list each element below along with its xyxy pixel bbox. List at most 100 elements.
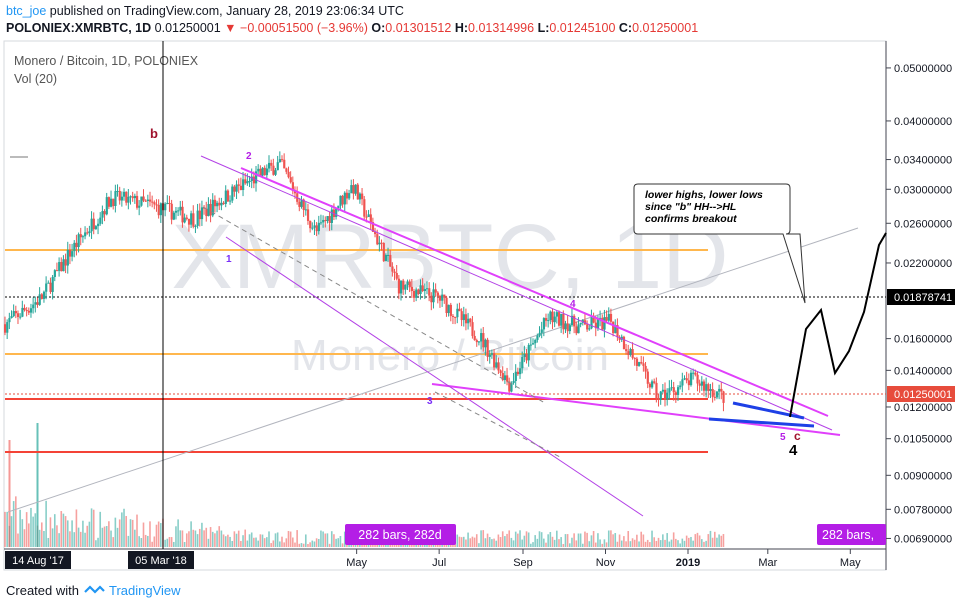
volume-bar (636, 534, 638, 547)
volume-bar (201, 522, 203, 547)
volume-bar (614, 533, 617, 547)
volume-bar (134, 529, 136, 547)
volume-bar (549, 531, 552, 547)
dashed-lower-channel[interactable] (434, 391, 561, 458)
channel-top-parallel[interactable] (200, 155, 833, 431)
candle-body (306, 209, 310, 221)
low-value: 0.01245100 (549, 21, 616, 35)
candle-body (378, 242, 381, 245)
volume-bar (183, 542, 186, 547)
candle-body (179, 206, 182, 211)
candle-body (464, 314, 468, 324)
volume-bar (97, 537, 99, 547)
candle-body (23, 307, 26, 310)
candle-body (14, 311, 18, 314)
candle-body (302, 199, 305, 210)
candle-body (361, 193, 364, 200)
volume-bar (255, 537, 257, 547)
volume-bar (406, 543, 409, 547)
volume-bar (64, 516, 67, 547)
candle-body (689, 372, 693, 386)
candle-body (389, 254, 392, 267)
time-tick-label: Nov (596, 557, 616, 569)
volume-bar (568, 543, 571, 547)
candle-body (151, 201, 154, 203)
volume-bar (584, 531, 586, 547)
candle-body (131, 196, 134, 199)
volume-spike (8, 440, 11, 547)
candle-body (480, 333, 483, 342)
candle-body (19, 316, 22, 318)
candle-body (68, 249, 72, 257)
candle-body (200, 207, 204, 220)
tradingview-link[interactable]: TradingView (108, 583, 181, 598)
volume-bar (607, 530, 610, 547)
volume-bar (270, 543, 272, 547)
time-axis[interactable]: May Jul Sep Nov 2019 Mar May (346, 549, 861, 569)
callout-box[interactable] (633, 183, 806, 304)
candle-body (447, 304, 450, 314)
volume-bar (88, 521, 91, 547)
candle-body (272, 165, 275, 175)
blue-wedge-bottom[interactable] (708, 417, 815, 428)
volume-bar (211, 531, 214, 547)
volume-bar (51, 528, 54, 547)
channel-lower-parallel[interactable] (225, 236, 644, 517)
price-axis[interactable]: 0.05000000 0.04000000 0.03400000 0.03000000… (886, 63, 952, 546)
blue-wedge-top[interactable] (732, 401, 805, 420)
author-link[interactable]: btc_joe (6, 4, 47, 18)
projection-path[interactable] (789, 232, 887, 418)
candle-body (64, 259, 67, 266)
volume-bar (642, 534, 645, 547)
volume-bar (142, 522, 145, 547)
candle-body (458, 308, 461, 312)
wave-label-5: 5 (780, 432, 786, 443)
volume-bar (32, 516, 34, 547)
candle-body (278, 159, 282, 163)
candle-body (252, 176, 256, 184)
candle-body (642, 363, 645, 366)
candle-body (287, 171, 290, 178)
volume-bar (229, 536, 231, 547)
volume-bar (40, 522, 43, 547)
candle-body (430, 295, 433, 303)
candle-body (136, 195, 139, 208)
volume-bar (491, 539, 493, 547)
candle-body (493, 353, 496, 368)
candle-body (715, 391, 719, 398)
candle-body (339, 195, 342, 206)
change-arrow: ▼ (224, 21, 237, 35)
candle-body (376, 234, 379, 245)
volume-bar (28, 523, 30, 547)
volume-bar (58, 533, 60, 547)
volume-bar (263, 538, 266, 547)
volume-bar (320, 530, 322, 547)
candle-body (523, 353, 526, 358)
candle-body (508, 381, 511, 392)
volume-bar (484, 538, 487, 547)
volume-bar (586, 532, 588, 547)
channel-bottom[interactable] (431, 383, 841, 436)
candle-body (12, 311, 15, 317)
volume-bar (638, 541, 640, 547)
dashed-mid-channel[interactable] (202, 206, 546, 404)
volume-bar (651, 530, 653, 547)
candle-body (363, 199, 366, 217)
candle-body (356, 184, 359, 200)
volume-bar (694, 534, 697, 547)
candle-body (148, 199, 152, 202)
channel-top[interactable] (240, 167, 829, 417)
volume-bar (536, 538, 539, 547)
volume-bar (302, 543, 305, 547)
volume-bar (220, 530, 223, 547)
volume-bar (460, 537, 463, 547)
volume-bar (313, 541, 316, 547)
volume-bar (592, 531, 595, 547)
candle-body (153, 202, 156, 205)
candle-body (142, 196, 145, 201)
volume-bar (25, 512, 28, 547)
candle-body (549, 311, 552, 321)
volume-bar (155, 524, 158, 547)
long-trendline[interactable] (7, 227, 859, 513)
